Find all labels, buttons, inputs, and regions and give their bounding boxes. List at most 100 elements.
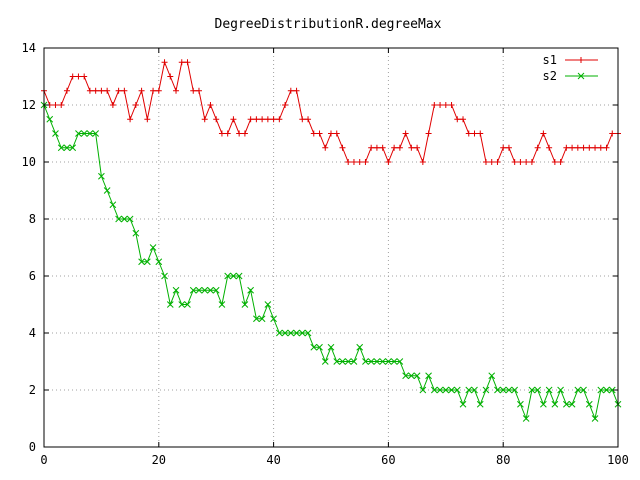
- data-point-s1: [391, 144, 398, 151]
- data-point-s2: [109, 201, 117, 209]
- data-point-s2: [178, 301, 186, 308]
- data-point-s2: [86, 130, 94, 137]
- data-point-s1: [396, 144, 403, 151]
- data-point-s2: [362, 358, 369, 365]
- data-point-s2: [419, 386, 427, 394]
- data-point-s1: [293, 87, 300, 94]
- data-point-s2: [75, 130, 82, 137]
- data-point-s1: [224, 130, 231, 137]
- data-point-s1: [310, 130, 317, 137]
- data-point-s2: [161, 272, 168, 280]
- data-point-s1: [592, 144, 599, 151]
- data-point-s1: [138, 87, 145, 94]
- data-point-s2: [258, 315, 266, 323]
- data-point-s2: [207, 286, 214, 294]
- data-point-s1: [132, 102, 139, 108]
- data-point-s2: [247, 286, 254, 294]
- data-point-s2: [132, 229, 140, 237]
- data-point-s2: [310, 343, 318, 351]
- data-point-s2: [155, 258, 163, 266]
- data-point-s2: [568, 400, 576, 408]
- data-point-s2: [316, 343, 323, 351]
- data-point-s1: [408, 144, 415, 151]
- data-point-s1: [253, 116, 260, 123]
- data-point-s2: [471, 386, 478, 394]
- data-point-s1: [454, 116, 461, 123]
- data-point-s1: [167, 73, 174, 80]
- data-point-s1: [127, 116, 134, 123]
- data-point-s2: [545, 386, 553, 394]
- data-point-s2: [436, 386, 444, 394]
- x-tick-label: 0: [40, 453, 47, 467]
- data-point-s2: [350, 358, 358, 365]
- data-point-s2: [373, 358, 381, 365]
- data-point-s2: [241, 301, 249, 308]
- x-tick-label: 60: [381, 453, 395, 467]
- data-point-s1: [207, 102, 214, 108]
- grid: [44, 48, 618, 447]
- data-point-s1: [178, 59, 185, 66]
- data-point-s1: [546, 144, 553, 151]
- data-point-s2: [195, 286, 203, 294]
- data-point-s1: [563, 144, 570, 151]
- data-point-s1: [247, 116, 254, 123]
- data-point-s1: [471, 130, 478, 137]
- data-point-s2: [138, 258, 145, 266]
- data-point-s2: [52, 130, 59, 137]
- data-point-s1: [425, 130, 432, 137]
- data-point-s1: [379, 144, 386, 151]
- data-point-s2: [534, 386, 541, 394]
- data-point-s2: [143, 258, 151, 266]
- data-point-s2: [557, 386, 564, 394]
- data-point-s1: [603, 144, 610, 151]
- data-point-s2: [304, 329, 312, 337]
- data-point-s2: [562, 400, 570, 408]
- data-point-s1: [287, 87, 294, 94]
- data-point-s1: [92, 87, 99, 94]
- data-point-s2: [540, 400, 547, 408]
- data-point-s2: [408, 372, 415, 380]
- data-point-s2: [172, 286, 180, 294]
- x-tick-label: 100: [607, 453, 629, 467]
- data-point-s1: [557, 159, 564, 165]
- data-point-s2: [293, 329, 300, 337]
- data-point-s1: [104, 87, 111, 94]
- data-point-s1: [488, 159, 495, 165]
- data-point-s1: [63, 87, 70, 94]
- data-point-s2: [505, 386, 513, 394]
- plot-frame: [43, 47, 619, 448]
- data-point-s1: [517, 159, 524, 165]
- data-point-s2: [253, 315, 260, 323]
- data-point-s2: [344, 358, 352, 365]
- data-point-s1: [58, 102, 65, 108]
- data-point-s2: [453, 386, 461, 394]
- data-point-s1: [195, 87, 202, 94]
- data-point-s2: [597, 386, 605, 394]
- x-tick-label: 80: [496, 453, 510, 467]
- data-point-s1: [551, 159, 558, 165]
- data-point-s1: [75, 73, 82, 80]
- data-point-s2: [476, 400, 484, 408]
- data-point-s1: [442, 102, 449, 108]
- data-point-s1: [437, 102, 444, 108]
- y-tick-label: 2: [29, 383, 36, 397]
- data-point-s1: [184, 59, 191, 66]
- series-line-s1: [43, 60, 618, 164]
- data-point-s1: [528, 159, 535, 165]
- data-point-s2: [574, 386, 582, 394]
- data-point-s2: [488, 372, 496, 380]
- x-tick-label: 40: [266, 453, 280, 467]
- data-point-s1: [322, 144, 329, 151]
- data-point-s1: [362, 159, 369, 165]
- data-point-s1: [121, 87, 128, 94]
- data-point-s1: [86, 87, 93, 94]
- data-point-s1: [373, 144, 380, 151]
- data-point-s2: [517, 400, 524, 408]
- data-point-s1: [494, 159, 501, 165]
- data-point-s2: [121, 215, 128, 223]
- data-point-s2: [608, 386, 616, 394]
- axes: 0 2 4 6 8 10 12 14 0 20 40 60 80 100: [22, 41, 629, 467]
- data-point-s1: [161, 59, 168, 66]
- data-point-s1: [316, 130, 323, 137]
